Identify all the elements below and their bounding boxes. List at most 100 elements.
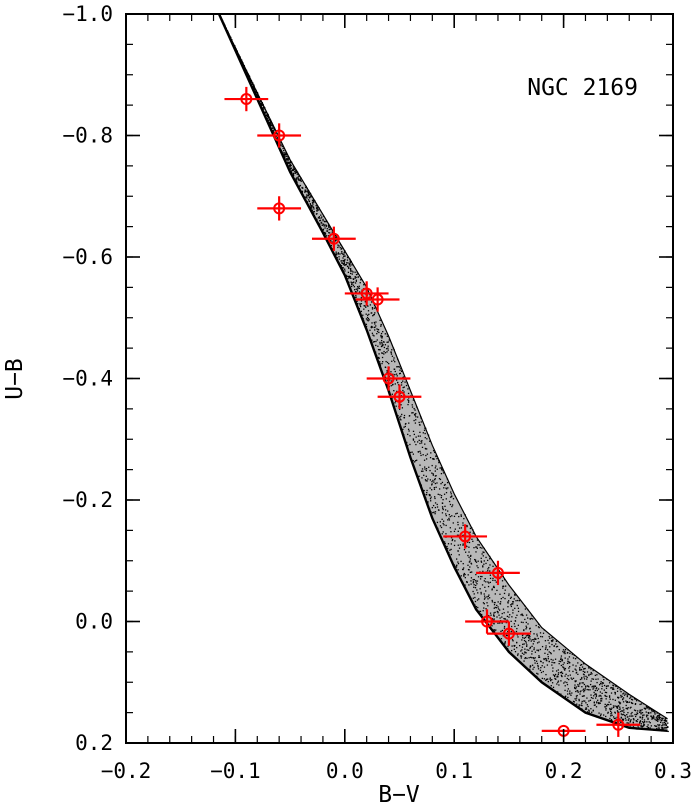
band-dot [447, 510, 449, 512]
band-dot [538, 626, 540, 629]
band-dot [579, 682, 581, 684]
band-dot [234, 46, 237, 49]
band-dot [590, 680, 592, 682]
band-dot [612, 705, 615, 707]
band-dot [320, 221, 322, 224]
band-dot [606, 705, 608, 707]
band-dot [349, 269, 352, 271]
band-dot [434, 506, 437, 509]
band-dot [281, 151, 283, 153]
band-dot [312, 201, 314, 203]
band-dot [316, 209, 318, 211]
band-dot [648, 728, 650, 731]
band-dot [304, 190, 307, 193]
band-dot [487, 559, 489, 562]
band-dot [474, 559, 477, 561]
band-dot [415, 419, 417, 421]
band-dot [354, 277, 356, 279]
band-dot [335, 251, 337, 253]
band-dot [290, 171, 292, 174]
band-dot [602, 682, 605, 684]
band-dot [492, 619, 494, 621]
band-dot [599, 702, 601, 704]
band-dot [392, 373, 394, 375]
band-dot [581, 695, 584, 697]
band-dot [627, 719, 630, 721]
band-dot [469, 560, 471, 562]
band-dot [623, 694, 626, 696]
band-dot [300, 180, 302, 182]
band-dot [442, 472, 445, 474]
band-dot [382, 361, 384, 363]
band-dot [505, 621, 507, 624]
band-dot [347, 275, 350, 278]
data-point [476, 560, 520, 586]
band-dot [648, 712, 650, 715]
y-tick-label: −1.0 [62, 2, 113, 26]
band-dot [569, 652, 571, 655]
band-dot [611, 687, 613, 689]
band-dot [553, 650, 555, 652]
band-dot [629, 720, 632, 722]
band-dot [574, 698, 576, 700]
band-dot [242, 64, 244, 67]
band-dot [351, 283, 353, 286]
band-dot [433, 488, 436, 490]
band-dot [525, 635, 528, 637]
band-dot [623, 709, 625, 711]
band-dot [315, 213, 318, 215]
band-dot [420, 442, 423, 444]
band-dot [640, 712, 642, 714]
band-dot [411, 451, 413, 453]
band-dot [551, 682, 554, 684]
band-dot [462, 568, 464, 571]
band-dot [655, 725, 658, 727]
band-dot [412, 453, 415, 455]
band-dot [581, 704, 583, 707]
band-dot [394, 383, 396, 385]
band-dot [242, 62, 244, 64]
band-dot [536, 662, 539, 665]
band-dot [563, 652, 565, 654]
band-dot [432, 504, 435, 507]
band-dot [483, 595, 486, 597]
band-dot [543, 658, 545, 661]
band-dot [506, 647, 509, 650]
band-dot [493, 585, 495, 588]
band-dot [428, 494, 431, 497]
band-dot [493, 614, 495, 617]
model-band-upper-edge [218, 13, 668, 720]
band-dot [379, 361, 381, 363]
band-dot [250, 83, 252, 86]
band-dot [492, 577, 494, 580]
band-dot [538, 655, 540, 657]
band-dot [575, 687, 577, 690]
band-dot [639, 721, 641, 723]
band-dot [367, 320, 369, 322]
band-dot [342, 270, 344, 272]
band-dot [550, 685, 552, 687]
band-dot [567, 675, 569, 677]
band-dot [545, 645, 547, 647]
band-dot [290, 161, 293, 163]
band-dot [581, 700, 583, 703]
band-dot [476, 589, 478, 591]
band-dot [516, 614, 518, 616]
band-dot [508, 616, 510, 618]
band-dot [575, 665, 577, 667]
band-dot [468, 561, 471, 563]
band-dot [552, 674, 555, 676]
band-dot [532, 657, 535, 659]
band-dot [639, 711, 641, 713]
band-dot [575, 697, 578, 699]
band-dot [316, 218, 318, 221]
band-dot [266, 118, 268, 120]
band-dot [575, 672, 577, 674]
band-dot [648, 721, 650, 723]
band-dot [283, 155, 285, 158]
band-dot [488, 566, 490, 569]
band-dot [561, 658, 563, 661]
band-dot [464, 514, 466, 516]
band-dot [615, 717, 617, 719]
band-dot [595, 687, 598, 689]
